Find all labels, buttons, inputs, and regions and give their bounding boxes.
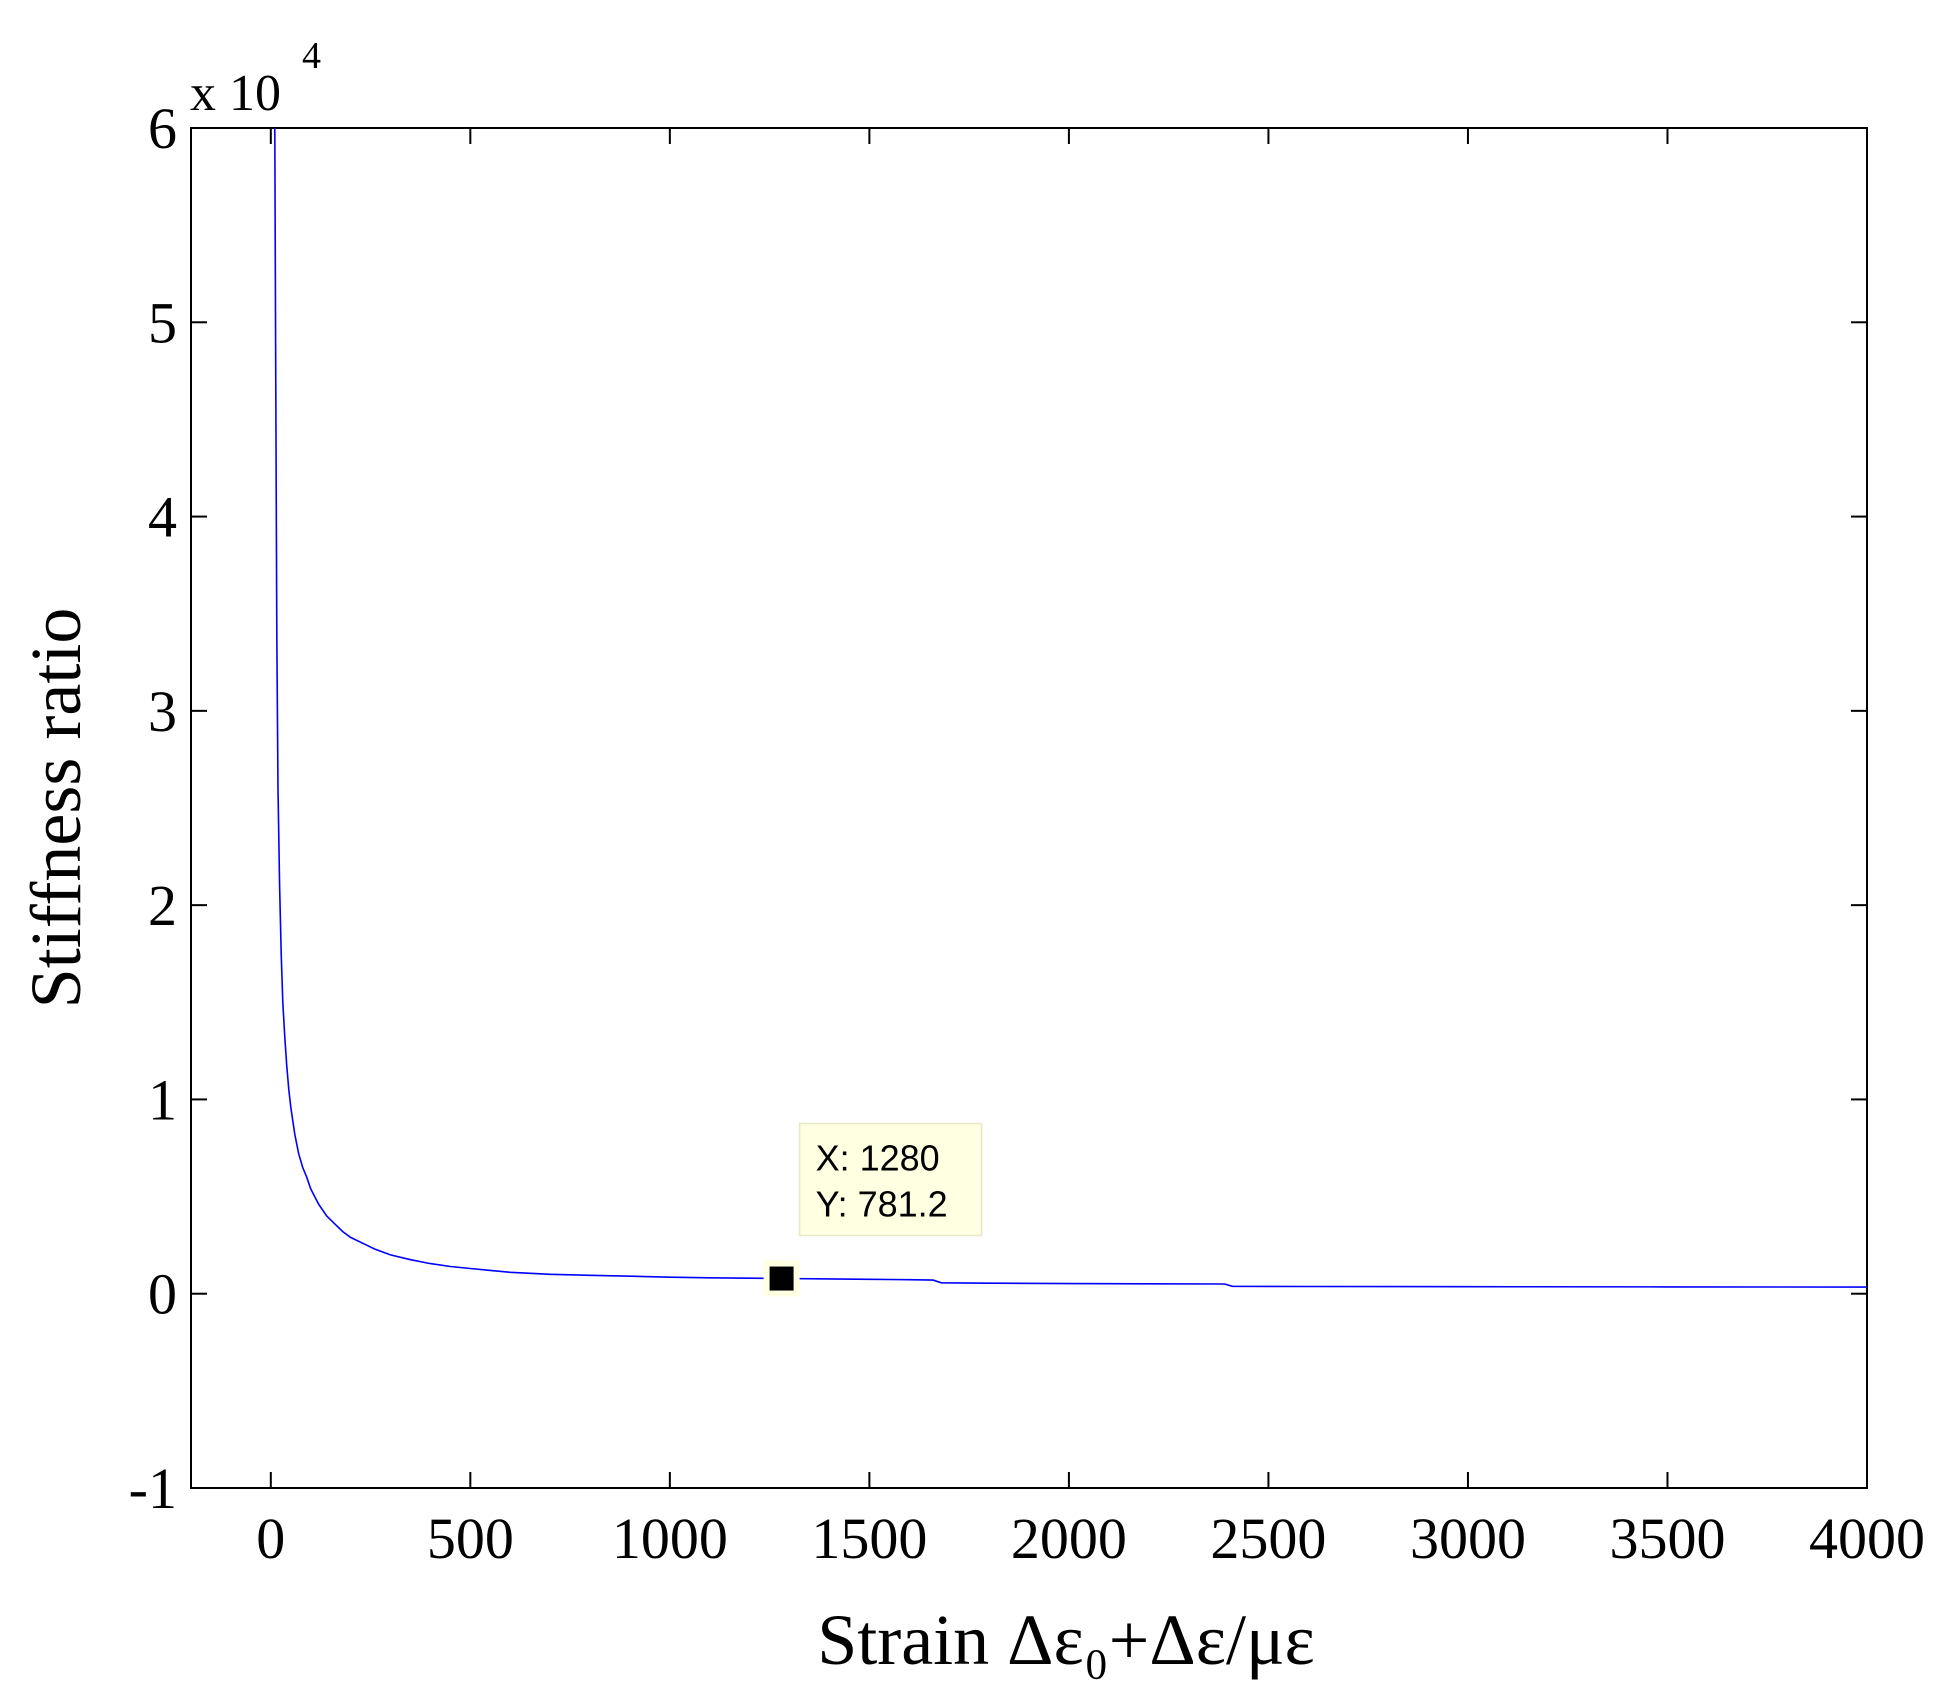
- y-tick-label: 0: [148, 1262, 177, 1327]
- y-axis-label: Stiffness ratio: [16, 608, 96, 1009]
- x-tick-label: 2500: [1210, 1506, 1326, 1571]
- series-layer: [273, 127, 1868, 1288]
- y-multiplier-base: x 10: [190, 65, 281, 122]
- y-tick-label: 1: [148, 1067, 177, 1132]
- x-tick-label: 0: [256, 1506, 285, 1571]
- axis-tick-labels: 0 500 1000 1500 2000 2500 3000 3500 4000 -1 0 1 2 3 4 5…: [129, 96, 1925, 1571]
- y-tick-label: 2: [148, 873, 177, 938]
- x-tick-label: 4000: [1809, 1506, 1925, 1571]
- x-tick-label: 2000: [1011, 1506, 1127, 1571]
- y-tick-label: -1: [129, 1456, 177, 1521]
- datatip-y-text: Y: 781.2: [816, 1184, 948, 1225]
- datatip-x-text: X: 1280: [816, 1138, 940, 1179]
- x-tick-label: 3000: [1410, 1506, 1526, 1571]
- datatip[interactable]: X: 1280 Y: 781.2: [763, 1122, 983, 1297]
- datatip-marker[interactable]: [769, 1266, 794, 1291]
- y-tick-label: 6: [148, 96, 177, 161]
- y-multiplier-exponent: 4: [302, 35, 321, 77]
- y-tick-label: 5: [148, 290, 177, 355]
- x-tick-label: 3500: [1609, 1506, 1725, 1571]
- y-tick-label: 4: [148, 485, 177, 550]
- x-tick-label: 500: [427, 1506, 514, 1571]
- y-tick-label: 3: [148, 679, 177, 744]
- plot-area: [190, 127, 1868, 1489]
- x-tick-label: 1000: [612, 1506, 728, 1571]
- series-line: [273, 127, 1868, 1288]
- axis-ticks: [191, 127, 1868, 1489]
- datatip-box: [798, 1122, 983, 1237]
- x-axis-label: Strain Δε₀+Δε/με: [817, 1600, 1315, 1680]
- x-tick-label: 1500: [811, 1506, 927, 1571]
